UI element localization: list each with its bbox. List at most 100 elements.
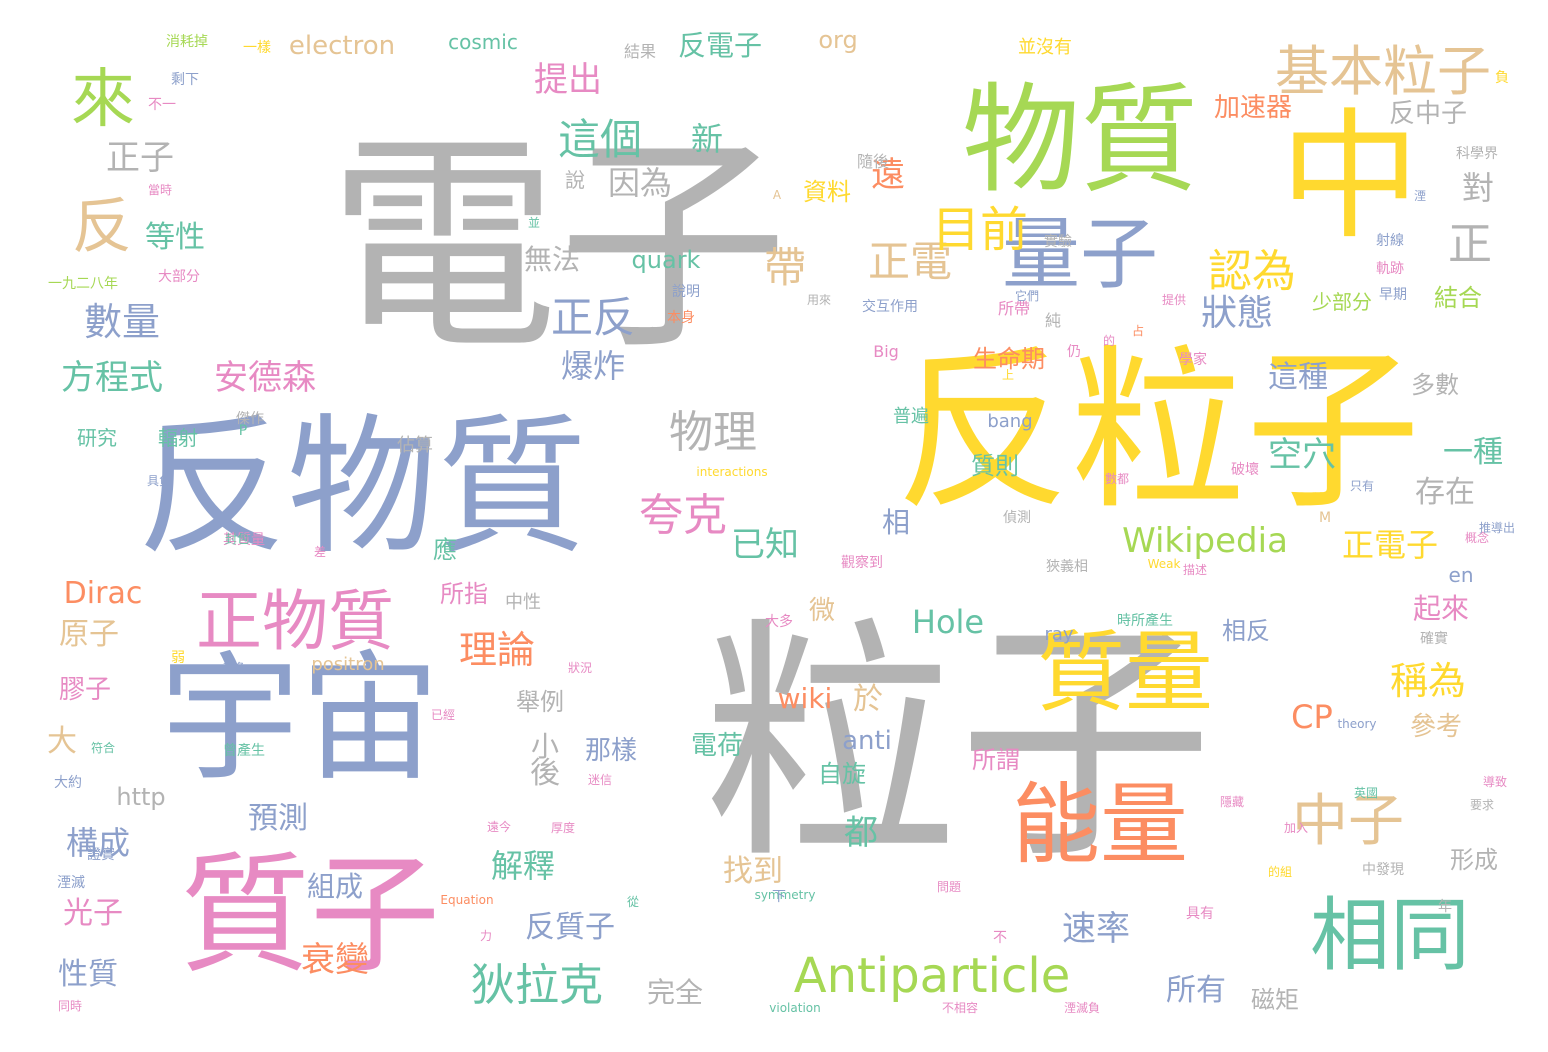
cloud-word: 同時 — [57, 999, 83, 1013]
cloud-word: 新 — [690, 120, 724, 158]
cloud-word: 資料 — [803, 178, 851, 206]
cloud-word: 物質 — [961, 71, 1199, 209]
cloud-word: quark — [631, 246, 701, 274]
cloud-word: 狄拉克 — [471, 960, 603, 1011]
cloud-word: 自旋 — [818, 760, 866, 788]
cloud-word: 參考 — [1409, 712, 1463, 742]
cloud-word: 負 — [1495, 70, 1509, 86]
cloud-word: 安德森 — [214, 358, 316, 398]
cloud-word: 具有 — [1186, 906, 1214, 922]
cloud-word: 完全 — [646, 976, 704, 1009]
cloud-word: 中子 — [1292, 789, 1404, 854]
cloud-word: Equation — [440, 893, 494, 907]
cloud-word: 剩下 — [171, 72, 199, 88]
cloud-word: 狀況 — [567, 661, 593, 675]
cloud-word: 大多 — [765, 614, 793, 630]
cloud-word: 反 — [72, 192, 132, 262]
cloud-word: 證實 — [87, 847, 115, 863]
cloud-word: Big — [873, 342, 899, 361]
cloud-word: 並 — [527, 216, 541, 230]
cloud-word: 於 — [853, 682, 883, 717]
cloud-word: 這種 — [1268, 360, 1328, 395]
cloud-word: 正物質 — [196, 583, 394, 660]
cloud-word: 要求 — [1469, 798, 1495, 812]
cloud-word: interactions — [696, 465, 768, 479]
cloud-word: 解釋 — [490, 847, 556, 885]
cloud-word: 只有 — [1349, 479, 1375, 493]
cloud-word: Antiparticle — [793, 948, 1071, 1004]
cloud-word: bang — [987, 411, 1033, 432]
cloud-word: 衰變 — [301, 940, 369, 980]
cloud-word: 粒子 — [702, 596, 1214, 894]
cloud-word: 質子 — [179, 839, 441, 991]
cloud-word: 研究 — [77, 426, 117, 450]
cloud-word: 正電子 — [1341, 526, 1439, 564]
cloud-word: 夸克 — [639, 490, 727, 541]
cloud-word: 觀察到 — [841, 555, 883, 571]
cloud-word: 的組 — [1267, 865, 1293, 879]
cloud-word: 封包 — [224, 532, 250, 546]
cloud-word: 起來 — [1412, 592, 1470, 625]
cloud-word: 舉例 — [516, 688, 564, 716]
cloud-word: 目前 — [931, 202, 1029, 258]
cloud-word: 不一 — [148, 97, 176, 113]
cloud-word: 它們 — [1014, 289, 1040, 303]
cloud-word: 反物質 — [136, 401, 588, 575]
cloud-word: ray — [1044, 624, 1074, 645]
cloud-word: 本身 — [667, 310, 695, 326]
cloud-word: 提出 — [534, 60, 602, 100]
cloud-word: M — [1318, 510, 1332, 526]
cloud-word: 佔算 — [397, 435, 433, 456]
cloud-word: 找到 — [723, 854, 783, 889]
cloud-word: 偵測 — [1003, 510, 1031, 526]
cloud-word: 加入 — [1283, 821, 1309, 835]
cloud-word: cosmic — [448, 30, 518, 54]
cloud-word: 形成 — [1450, 846, 1498, 874]
cloud-word: theory — [1337, 717, 1377, 731]
cloud-word: 帶 — [763, 243, 807, 292]
cloud-word: 質量 — [1036, 621, 1214, 724]
cloud-word: 厚度 — [550, 821, 576, 835]
cloud-word: 結合 — [1434, 284, 1482, 312]
cloud-word: 所謂 — [972, 746, 1020, 774]
cloud-word: 基本粒子 — [1275, 40, 1491, 103]
cloud-word: 大約 — [54, 775, 82, 791]
cloud-word: 中 — [1279, 96, 1421, 259]
cloud-word: 弱 — [171, 650, 185, 666]
cloud-word: 推導出 — [1478, 521, 1516, 535]
cloud-word: 實驗 — [1044, 234, 1072, 250]
cloud-word: 少部分 — [1312, 290, 1372, 314]
cloud-word: 這個 — [557, 115, 643, 164]
cloud-word: 來 — [71, 63, 135, 137]
cloud-word: 大 — [47, 724, 77, 759]
cloud-word: 占 — [1131, 324, 1145, 338]
cloud-word: 正反 — [550, 293, 636, 342]
cloud-word: 正電 — [867, 237, 953, 286]
cloud-word: 說明 — [672, 284, 700, 300]
cloud-word: Wikipedia — [1122, 521, 1288, 561]
cloud-word: 普遍 — [893, 406, 929, 427]
cloud-word: positron — [311, 654, 385, 675]
cloud-word: electron — [288, 31, 396, 61]
cloud-word: 軌跡 — [1376, 261, 1404, 277]
cloud-word: 那樣 — [584, 736, 638, 766]
cloud-word: 一樣 — [243, 40, 271, 56]
cloud-word: 方程式 — [61, 358, 163, 398]
cloud-word: 時所產生 — [1117, 613, 1173, 629]
cloud-word: 加速器 — [1213, 93, 1293, 123]
cloud-word: 性質 — [58, 957, 118, 992]
cloud-word: 能量 — [1011, 773, 1189, 876]
cloud-word: 一九二八年 — [48, 276, 118, 292]
cloud-word: 光子 — [63, 896, 123, 931]
cloud-word: 上 — [1001, 368, 1015, 382]
cloud-word: CP — [1291, 698, 1333, 736]
cloud-word: 狹義相 — [1046, 559, 1088, 575]
cloud-word: 隱藏 — [1219, 795, 1245, 809]
cloud-word: 純 — [1044, 311, 1062, 330]
cloud-word: 英國 — [1353, 786, 1379, 800]
cloud-word: 反電子 — [677, 29, 763, 62]
cloud-word: 正子 — [106, 138, 174, 178]
cloud-word: http — [116, 783, 166, 811]
cloud-word: 結果 — [623, 42, 657, 61]
cloud-word: 並沒有 — [1018, 37, 1072, 58]
